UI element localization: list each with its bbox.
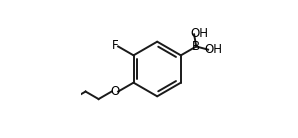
Text: OH: OH: [190, 27, 208, 40]
Text: F: F: [111, 39, 118, 52]
Text: O: O: [110, 85, 119, 98]
Text: B: B: [192, 40, 200, 53]
Text: OH: OH: [204, 43, 222, 56]
